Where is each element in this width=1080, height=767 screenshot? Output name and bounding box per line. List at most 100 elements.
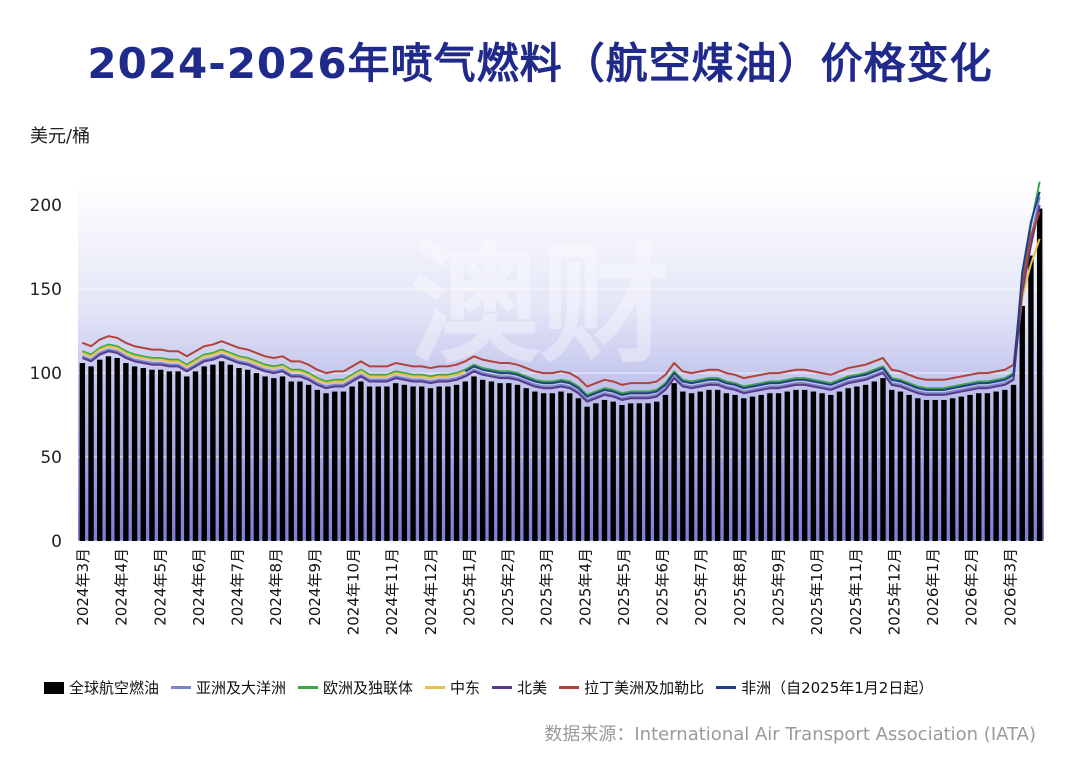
x-tick-label: 2025年5月 [615,548,633,626]
legend-item-north-america: 北美 [492,677,547,698]
y-tick-label: 0 [51,532,62,552]
bar [157,369,164,541]
x-tick-label: 2024年4月 [113,548,131,626]
series-line [81,211,1041,388]
bar [810,391,817,541]
legend-swatch-line [298,686,319,689]
bar [654,401,660,541]
y-axis-unit-label: 美元/桶 [30,126,91,147]
x-tick-label: 2025年12月 [885,548,903,635]
bar [897,391,904,541]
x-tick-label: 2026年1月 [924,548,942,626]
bar [497,383,503,541]
legend-swatch-bar [44,681,64,694]
bar [218,361,225,541]
legend-swatch-line [716,686,737,689]
bar [184,376,190,541]
bar [593,403,599,541]
bar [549,393,555,541]
bar [889,389,895,541]
bar [636,403,643,541]
data-source: 数据来源：International Air Transport Associa… [544,724,1036,745]
bar [584,406,590,541]
bar [741,398,747,541]
bar [854,386,860,541]
legend-label: 中东 [450,679,481,697]
y-tick-label: 100 [30,364,62,384]
bar [767,393,773,541]
bar [323,393,329,541]
bar [366,386,373,541]
legend-item-africa: 非洲（自2025年1月2日起） [716,677,933,698]
bar [845,388,851,541]
legend-item-middle-east: 中东 [425,677,480,698]
x-tick-labels: 2024年3月 2024年4月 2024年5月 2024年6月 2024年7月 2024年… [74,548,1019,635]
bar [714,389,721,541]
legend-swatch-line [492,686,513,689]
bar [488,381,495,541]
series-line [81,204,1041,403]
legend-label: 拉丁美洲及加勒比 [584,679,705,697]
bar [297,381,303,541]
x-tick-label: 2024年6月 [190,548,208,626]
bar [801,389,808,541]
x-tick-label: 2024年8月 [267,548,285,626]
bar [262,376,268,541]
bar [131,366,138,541]
x-tick-label: 2025年10月 [808,548,826,635]
legend-swatch-line [559,686,580,689]
bar [984,393,991,541]
bar [958,396,965,541]
bar [123,363,129,541]
legend-label: 亚洲及大洋洲 [196,679,287,697]
bar [166,371,173,541]
bar [105,356,112,541]
bar [775,393,782,541]
bar [836,391,843,541]
bar [540,393,547,541]
x-tick-label: 2026年2月 [963,548,981,626]
bar [819,393,825,541]
bar [305,384,312,541]
bar [862,384,869,541]
legend-label: 全球航空燃油 [69,679,160,697]
legend: 全球航空燃油 亚洲及大洋洲 欧洲及独联体 中东 北美 拉丁美洲及加勒比 非洲（自… [44,677,1054,698]
bar [723,393,730,541]
bar [688,393,695,541]
bar [332,391,338,541]
y-tick-label: 50 [40,448,62,468]
bar [1010,384,1017,541]
bar [140,368,146,541]
bar [610,401,616,541]
x-tick-label: 2025年2月 [499,548,517,626]
bar [436,386,442,541]
bar [993,391,999,541]
bar [253,373,260,541]
bar [384,386,390,541]
bar [149,369,155,541]
x-tick-label: 2024年12月 [422,548,440,635]
bar [1028,255,1034,541]
bar [271,378,277,541]
bar [523,388,529,541]
bar [662,394,669,541]
bar [697,391,703,541]
legend-item-global: 全球航空燃油 [44,677,159,698]
bar [915,398,921,541]
x-tick-label: 2024年11月 [383,548,401,635]
legend-item-asia: 亚洲及大洋洲 [171,677,286,698]
x-tick-label: 2025年3月 [538,548,556,626]
bar [932,399,938,541]
bar [1019,305,1025,541]
bar [601,399,608,541]
bar [279,376,286,541]
watermark: 澳财 [410,229,670,381]
bar [828,394,834,541]
bar [192,371,199,541]
bar [349,386,355,541]
bar [245,369,251,541]
bar [453,384,460,541]
bar [941,399,947,541]
bar [236,368,242,541]
x-tick-label: 2025年4月 [576,548,594,626]
